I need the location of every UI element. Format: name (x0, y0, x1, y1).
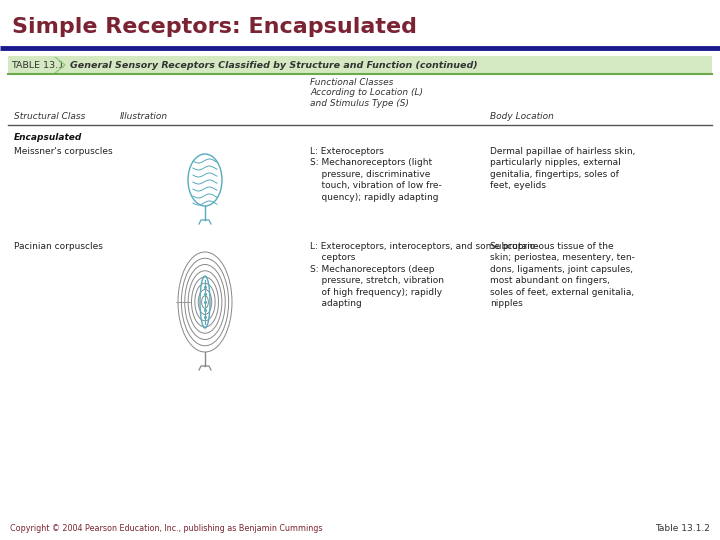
Text: Meissner's corpuscles: Meissner's corpuscles (14, 147, 112, 156)
Text: Structural Class: Structural Class (14, 112, 86, 121)
Text: Copyright © 2004 Pearson Education, Inc., publishing as Benjamin Cummings: Copyright © 2004 Pearson Education, Inc.… (10, 524, 323, 533)
Text: Table 13.1.2: Table 13.1.2 (655, 524, 710, 533)
Text: Encapsulated: Encapsulated (14, 133, 82, 142)
Text: Dermal papillae of hairless skin,
particularly nipples, external
genitalia, fing: Dermal papillae of hairless skin, partic… (490, 147, 635, 191)
Text: L: Exteroceptors, interoceptors, and some proprio-
    ceptors
S: Mechanorecepto: L: Exteroceptors, interoceptors, and som… (310, 242, 539, 308)
Text: Pacinian corpuscles: Pacinian corpuscles (14, 242, 103, 251)
Text: Subcutaneous tissue of the
skin; periostea, mesentery, ten-
dons, ligaments, joi: Subcutaneous tissue of the skin; periost… (490, 242, 635, 308)
Bar (8, 56, 712, 74)
Text: Simple Receptors: Encapsulated: Simple Receptors: Encapsulated (12, 17, 417, 37)
Text: TABLE 13.1: TABLE 13.1 (11, 60, 64, 70)
Text: Illustration: Illustration (120, 112, 168, 121)
Text: L: Exteroceptors
S: Mechanoreceptors (light
    pressure, discriminative
    tou: L: Exteroceptors S: Mechanoreceptors (li… (310, 147, 442, 202)
Text: Body Location: Body Location (490, 112, 554, 121)
Text: Functional Classes
According to Location (L)
and Stimulus Type (S): Functional Classes According to Location… (310, 78, 423, 108)
Polygon shape (54, 57, 66, 73)
Text: General Sensory Receptors Classified by Structure and Function (continued): General Sensory Receptors Classified by … (70, 60, 477, 70)
